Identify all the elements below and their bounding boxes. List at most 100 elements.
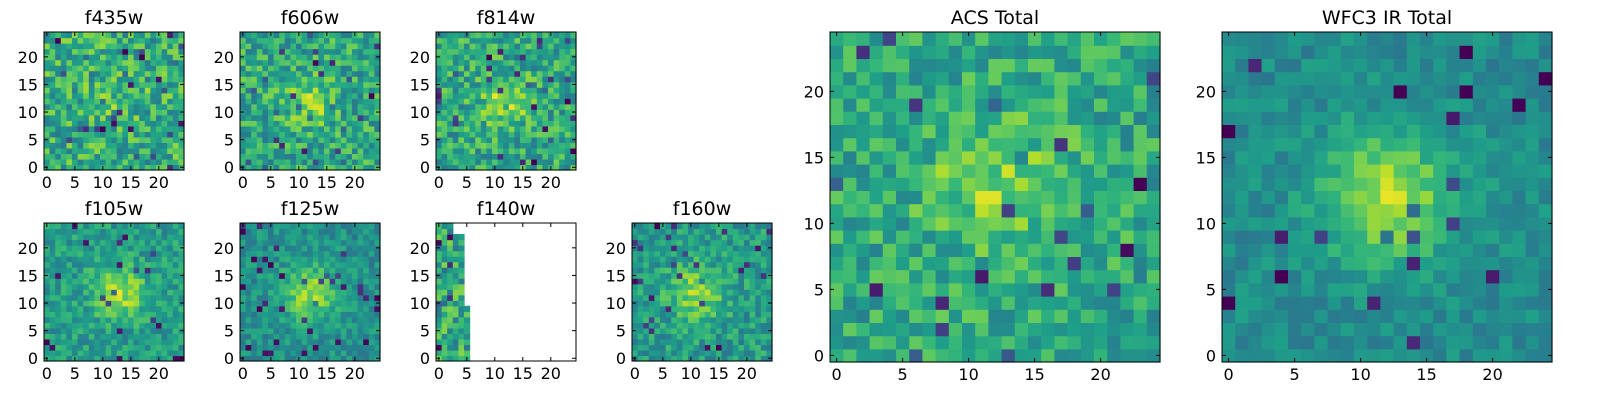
heatmap-cell xyxy=(363,239,370,246)
heatmap-cell xyxy=(632,283,639,290)
heatmap-cell xyxy=(363,223,370,230)
heatmap-cell xyxy=(536,98,543,105)
heatmap-cell xyxy=(340,223,347,230)
heatmap-cell xyxy=(948,348,963,363)
heatmap-cell xyxy=(279,125,286,132)
heatmap-cell xyxy=(1080,322,1095,337)
heatmap-cell xyxy=(486,109,493,116)
heatmap-cell xyxy=(167,338,174,346)
heatmap-cell xyxy=(682,344,689,351)
heatmap-cell xyxy=(251,305,258,312)
heatmap-cell xyxy=(452,81,459,88)
heatmap-cell xyxy=(111,294,118,301)
heatmap-cell xyxy=(1340,282,1355,297)
heatmap-cell xyxy=(307,120,314,127)
heatmap-cell xyxy=(335,234,342,241)
heatmap-cell xyxy=(178,316,185,323)
heatmap-cell xyxy=(335,158,342,166)
heatmap-cell xyxy=(503,136,510,143)
heatmap-cell xyxy=(843,230,857,244)
heatmap-cell xyxy=(1314,296,1329,310)
heatmap-cell xyxy=(1067,124,1082,139)
heatmap-cell xyxy=(368,223,375,230)
heatmap-cell xyxy=(671,349,678,357)
heatmap-cell xyxy=(570,142,577,149)
heatmap-cell xyxy=(1146,71,1161,86)
heatmap-cell xyxy=(268,349,275,357)
heatmap-cell xyxy=(352,267,359,274)
heatmap-cell xyxy=(704,239,711,246)
heatmap-cell xyxy=(340,327,347,334)
heatmap-cell xyxy=(324,349,331,357)
heatmap-cell xyxy=(324,228,331,235)
heatmap-cell xyxy=(88,103,95,110)
heatmap-cell xyxy=(732,283,739,290)
heatmap-cell xyxy=(111,98,118,105)
heatmap-cell xyxy=(167,109,174,116)
heatmap-cell xyxy=(1107,45,1121,59)
heatmap-cell xyxy=(116,37,123,44)
heatmap-cell xyxy=(240,76,247,83)
heatmap-cell xyxy=(559,37,566,44)
heatmap-cell xyxy=(693,305,700,312)
heatmap-cell xyxy=(172,32,179,39)
heatmap-cell xyxy=(318,164,325,171)
heatmap-cell xyxy=(643,316,650,323)
heatmap-cell xyxy=(307,316,314,323)
heatmap-cell xyxy=(290,54,297,61)
heatmap-cell xyxy=(83,333,90,340)
heatmap-cell xyxy=(882,203,897,218)
heatmap-cell xyxy=(492,125,499,132)
heatmap-cell xyxy=(172,228,179,235)
heatmap-cell xyxy=(284,54,291,61)
heatmap-cell xyxy=(122,278,129,285)
heatmap-cell xyxy=(1041,32,1055,46)
heatmap-cell xyxy=(721,300,728,307)
heatmap-cell xyxy=(83,250,90,257)
heatmap-cell xyxy=(88,245,95,252)
heatmap-cell xyxy=(721,278,728,285)
heatmap-cell xyxy=(77,289,84,296)
heatmap-cell xyxy=(66,234,73,241)
heatmap-cell xyxy=(133,153,140,160)
heatmap-cell xyxy=(441,338,448,346)
heatmap-cell xyxy=(1525,348,1540,363)
heatmap-cell xyxy=(156,65,163,72)
heatmap-cell xyxy=(716,311,723,318)
heatmap-cell xyxy=(284,70,291,77)
heatmap-cell xyxy=(139,92,146,99)
heatmap-cell xyxy=(167,223,174,230)
heatmap-cell xyxy=(262,228,269,235)
heatmap-cell xyxy=(699,338,706,346)
heatmap-cell xyxy=(492,120,499,127)
heatmap-cell xyxy=(475,48,482,55)
heatmap-cell xyxy=(251,92,258,99)
heatmap-cell xyxy=(1146,58,1161,73)
heatmap-cell xyxy=(340,70,347,77)
heatmap-cell xyxy=(1406,335,1421,350)
heatmap-cell xyxy=(268,87,275,94)
heatmap-cell xyxy=(447,223,454,230)
heatmap-cell xyxy=(296,59,303,66)
heatmap-cell xyxy=(452,234,459,241)
heatmap-cell xyxy=(284,164,291,171)
heatmap-cell xyxy=(240,125,247,132)
heatmap-cell xyxy=(643,250,650,257)
heatmap-cell xyxy=(441,37,448,44)
heatmap-cell xyxy=(1133,203,1148,218)
heatmap-cell xyxy=(329,311,336,318)
heatmap-cell xyxy=(178,32,185,39)
heatmap-cell xyxy=(492,136,499,143)
heatmap-cell xyxy=(122,142,129,149)
heatmap-cell xyxy=(1014,98,1029,112)
heatmap-cell xyxy=(1094,164,1108,178)
heatmap-cell xyxy=(525,158,532,166)
heatmap-cell xyxy=(88,87,95,94)
heatmap-cell xyxy=(520,147,527,155)
heatmap-cell xyxy=(329,305,336,312)
heatmap-cell xyxy=(150,239,157,246)
heatmap-cell xyxy=(296,256,303,263)
heatmap-cell xyxy=(296,234,303,241)
heatmap-cell xyxy=(374,43,381,50)
heatmap-cell xyxy=(256,338,263,346)
